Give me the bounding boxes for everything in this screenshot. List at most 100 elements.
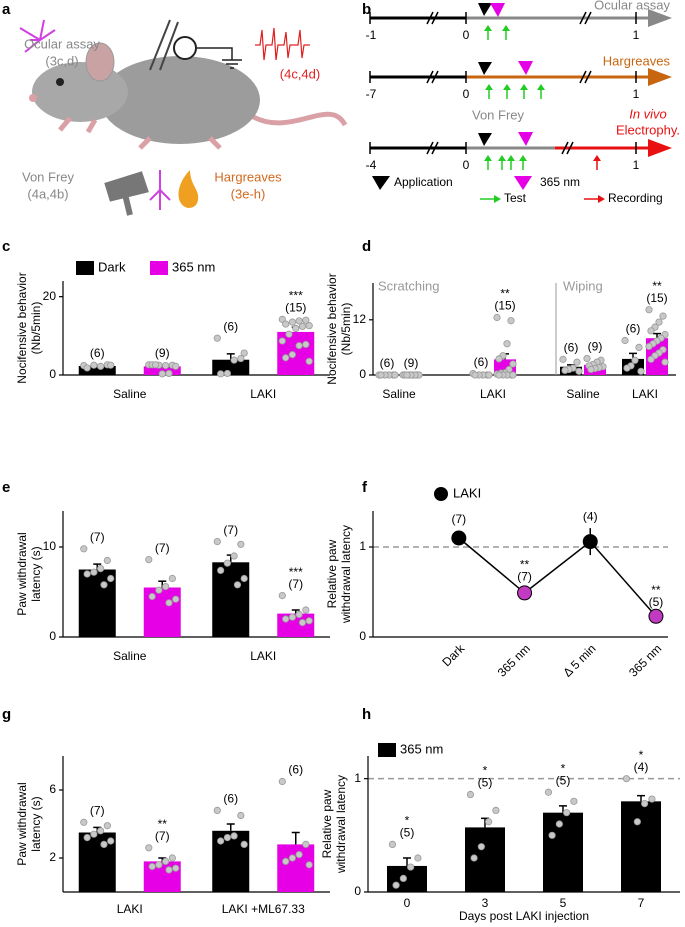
y-axis-label: Relative paw — [320, 789, 334, 858]
data-point — [223, 559, 231, 567]
n-label: (15) — [285, 301, 306, 315]
test-arrow — [487, 158, 524, 170]
electrode — [149, 19, 179, 71]
assay-ref: (4a,4b) — [27, 186, 68, 201]
panel-label: d — [362, 238, 371, 255]
ground — [196, 47, 242, 69]
data-point — [517, 585, 533, 601]
assay-label: Von Frey — [22, 169, 75, 184]
data-point — [80, 818, 88, 826]
data-point — [637, 367, 645, 375]
x-tick-label: 3 — [482, 896, 489, 910]
data-point — [237, 354, 245, 363]
legend-label: Application — [394, 175, 453, 189]
legend-swatch — [76, 261, 94, 275]
data-point — [145, 844, 153, 852]
data-point — [621, 336, 629, 345]
y-tick-label: 0 — [359, 367, 366, 381]
x-tick-label: Dark — [439, 641, 468, 670]
y-tick-label: 1 — [354, 771, 361, 785]
data-point — [148, 862, 156, 871]
timeline-tick-label: -4 — [366, 158, 377, 172]
axis-break — [426, 141, 574, 155]
legend-label: 365 nm — [540, 175, 580, 189]
bar — [212, 562, 250, 637]
data-point — [148, 592, 156, 601]
data-point — [278, 591, 286, 600]
y-axis-label: withdrawal latency — [339, 525, 353, 624]
recording-arrow-head — [593, 155, 601, 161]
data-point — [659, 312, 667, 320]
data-point — [278, 337, 286, 345]
legend-label: 365 nm — [172, 259, 215, 274]
legend-swatch — [150, 261, 168, 275]
data-point — [282, 320, 290, 328]
x-tick-label: LAKI — [250, 649, 276, 663]
data-point — [492, 806, 500, 815]
timeline-tick-label: 0 — [463, 158, 470, 172]
x-tick-label: 365 nm — [495, 641, 533, 679]
n-label: (5) — [478, 776, 493, 790]
y-tick-label: 2 — [49, 850, 56, 864]
data-point — [230, 552, 238, 560]
axis-break — [426, 70, 592, 84]
x-tick-label: Saline — [382, 387, 416, 401]
data-point — [100, 581, 108, 589]
data-point — [155, 586, 163, 594]
data-point — [295, 342, 303, 350]
legend-label: LAKI — [453, 485, 481, 500]
data-point — [213, 537, 221, 546]
data-point — [302, 840, 310, 849]
n-label: (9) — [588, 340, 603, 354]
x-tick-label: Δ 5 min — [560, 641, 598, 679]
data-point — [647, 355, 655, 363]
data-point — [97, 564, 105, 573]
data-point — [302, 316, 310, 324]
n-label: (7) — [223, 523, 238, 537]
timeline — [369, 132, 672, 170]
timeline-ticks — [369, 12, 637, 24]
y-axis-label: (Nb/5min) — [339, 303, 353, 356]
n-label: (6) — [474, 355, 489, 369]
data-point — [587, 365, 595, 374]
timeline-ticks — [369, 71, 637, 83]
n-label: (6) — [380, 356, 395, 370]
n-label: (7) — [90, 530, 105, 544]
y-tick-label: 1 — [359, 539, 366, 553]
light-arrow — [490, 3, 505, 17]
data-point — [288, 351, 296, 359]
data-point — [168, 854, 176, 862]
data-point — [97, 827, 105, 835]
panel-label: e — [2, 479, 10, 496]
von-frey-filament — [149, 170, 171, 210]
data-point — [641, 799, 649, 808]
significance: ** — [520, 558, 530, 572]
x-tick-label: LAKI — [632, 387, 658, 401]
data-point — [90, 830, 98, 838]
data-point — [172, 864, 180, 872]
legend-marker — [434, 487, 448, 501]
data-point — [285, 330, 293, 338]
y-tick-label: 10 — [43, 539, 57, 553]
data-point — [155, 861, 163, 869]
head — [32, 62, 128, 122]
significance: ** — [651, 583, 661, 597]
panel-label: c — [2, 238, 10, 255]
data-point — [561, 366, 569, 374]
legend-label: Recording — [608, 191, 663, 205]
y-axis-label: Relative paw — [325, 539, 339, 608]
data-point — [388, 840, 397, 849]
timeline — [369, 3, 672, 40]
amplifier — [173, 36, 197, 60]
data-point — [648, 608, 664, 624]
data-point — [392, 881, 400, 889]
bar — [621, 801, 661, 892]
data-point — [151, 361, 160, 369]
y-axis-label: Nocifensive behavior — [15, 272, 29, 383]
data-point — [217, 370, 225, 378]
timeline-tick-label: 0 — [463, 87, 470, 101]
group-title: Scratching — [378, 278, 439, 293]
data-point — [165, 369, 173, 378]
data-point — [582, 534, 598, 550]
data-point — [107, 574, 115, 583]
